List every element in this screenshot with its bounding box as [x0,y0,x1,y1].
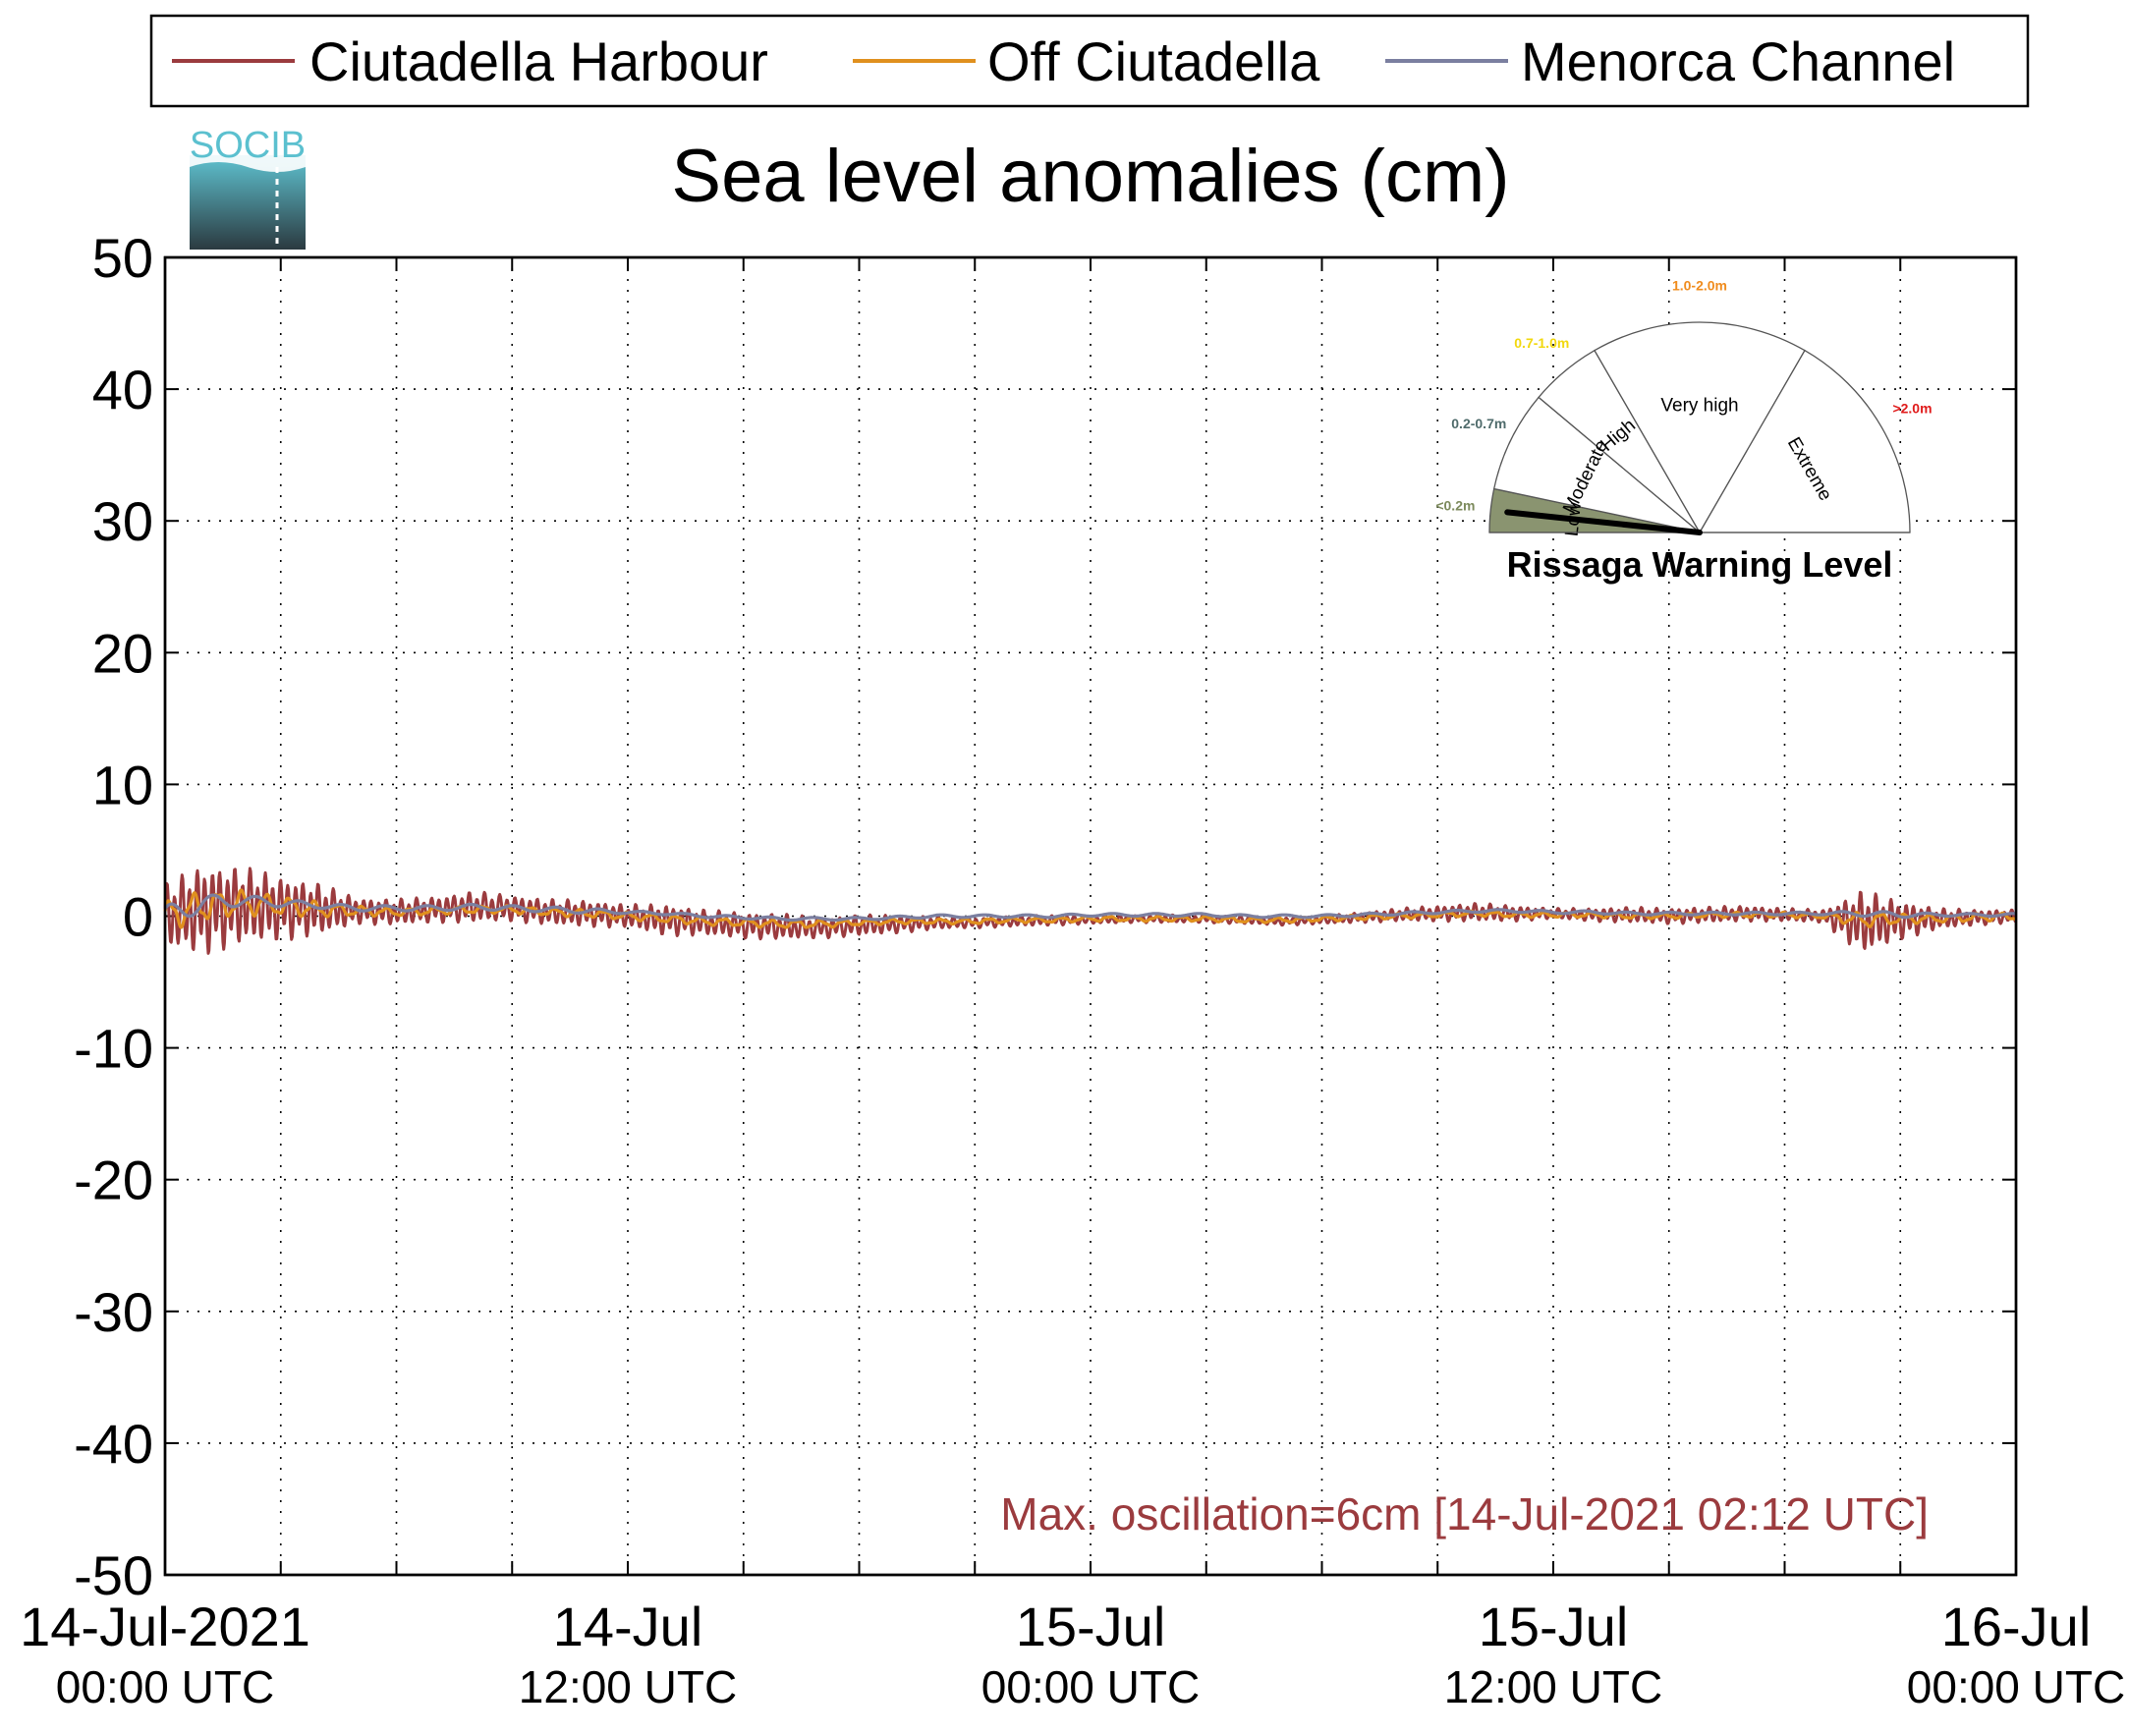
x-tick-label-date: 14-Jul-2021 [20,1596,310,1657]
x-tick-label-time: 12:00 UTC [1444,1661,1662,1712]
y-tick-label: 10 [92,754,153,815]
gauge-range-label: 1.0-2.0m [1672,278,1727,294]
gauge-needle [1504,509,1703,535]
chart-title: Sea level anomalies (cm) [671,135,1509,218]
legend: Ciutadella Harbour Off Ciutadella Menorc… [149,14,2030,108]
rissaga-warning-gauge: Low<0.2mModerate0.2-0.7mHigh0.7-1.0mVery… [1435,278,1932,585]
x-tick-label-date: 14-Jul [553,1596,703,1657]
y-tick-label: -50 [74,1544,153,1606]
x-tick-label-date: 15-Jul [1016,1596,1166,1657]
x-tick-label-date: 16-Jul [1941,1596,2092,1657]
gauge-range-label: 0.2-0.7m [1451,416,1506,431]
x-tick-label-time: 12:00 UTC [519,1661,737,1712]
series-lines [163,867,2017,955]
legend-label-ciutadella-harbour: Ciutadella Harbour [309,30,768,92]
socib-logo: SOCIB [190,125,306,250]
y-tick-label: -10 [74,1018,153,1080]
legend-box [149,14,2030,108]
y-tick-label: 0 [123,886,153,948]
gauge-title: Rissaga Warning Level [1507,544,1893,585]
x-tick-label-time: 00:00 UTC [56,1661,274,1712]
gauge-range-label: >2.0m [1892,401,1932,417]
gauge-range-label: 0.7-1.0m [1514,335,1569,351]
x-tick-label-time: 00:00 UTC [1907,1661,2125,1712]
y-tick-label: 50 [92,227,153,289]
y-tick-label: 20 [92,622,153,684]
gauge-segment-moderate [1492,396,1701,533]
y-tick-label: 30 [92,490,153,552]
y-tick-label: 40 [92,359,153,420]
legend-label-menorca-channel: Menorca Channel [1521,30,1955,92]
logo-text: SOCIB [190,125,306,166]
gauge-segment-extreme [1698,349,1911,533]
y-tick-label: -20 [74,1149,153,1211]
series-line-menorca-channel [163,893,2017,923]
x-tick-label-date: 15-Jul [1479,1596,1629,1657]
y-axis: 50 40 30 20 10 0 -10 -20 -30 -40 -50 [74,227,2016,1606]
gauge-segments: Low<0.2mModerate0.2-0.7mHigh0.7-1.0mVery… [1435,278,1932,537]
gauge-segment-label: Very high [1660,396,1738,417]
plot-border [163,255,2018,1577]
y-tick-label: -40 [74,1413,153,1475]
gauge-segment-very-high [1594,321,1806,534]
y-tick-label: -30 [74,1281,153,1343]
max-oscillation-annotation: Max. oscillation=6cm [14-Jul-2021 02:12 … [1000,1488,1929,1540]
legend-label-off-ciutadella: Off Ciutadella [987,30,1320,92]
x-tick-label-time: 00:00 UTC [981,1661,1200,1712]
gauge-range-label: <0.2m [1435,498,1475,514]
